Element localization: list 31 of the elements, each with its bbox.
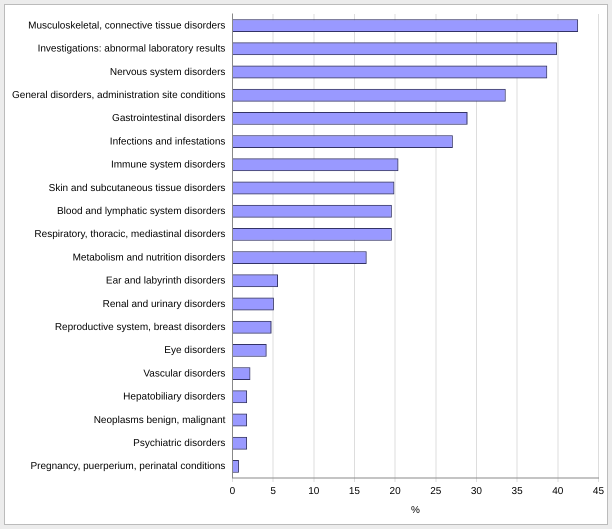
y-tick-label: Eye disorders — [164, 345, 226, 356]
x-tick-label: 25 — [430, 486, 442, 497]
y-tick-label: Musculoskeletal, connective tissue disorders — [28, 20, 226, 32]
x-tick-label: 5 — [270, 486, 276, 497]
y-tick-label: Ear and labyrinth disorders — [106, 276, 226, 287]
y-tick-label: Pregnancy, puerperium, perinatal conditions — [30, 461, 226, 472]
y-tick-label: Respiratory, thoracic, mediastinal disorders — [34, 229, 226, 240]
y-tick-label: Investigations: abnormal laboratory results — [38, 44, 226, 55]
y-tick-label: Neoplasms benign, malignant — [94, 414, 226, 426]
x-tick-label: 0 — [230, 486, 236, 497]
y-tick-label: Blood and lymphatic system disorders — [57, 206, 226, 217]
y-tick-label: Hepatobiliary disorders — [123, 392, 226, 403]
x-tick-label: 35 — [512, 486, 524, 497]
y-tick-label: Immune system disorders — [110, 160, 226, 171]
y-tick-label: Nervous system disorders — [110, 66, 226, 78]
x-axis-title: % — [410, 504, 420, 516]
x-tick-label: 30 — [470, 486, 482, 497]
y-tick-label: Vascular disorders — [143, 368, 226, 380]
y-tick-label: Psychiatric disorders — [133, 438, 226, 449]
x-tick-label: 40 — [552, 486, 564, 497]
x-tick-label: 20 — [390, 486, 402, 497]
y-tick-label: General disorders, administration site conditions — [12, 90, 226, 101]
y-tick-label: Reproductive system, breast disorders — [54, 322, 226, 333]
x-tick-label: 10 — [308, 486, 320, 497]
y-tick-label: Gastrointestinal disorders — [112, 113, 226, 124]
y-tick-label: Renal and urinary disorders — [102, 298, 226, 310]
y-tick-label: Metabolism and nutrition disorders — [72, 252, 226, 264]
y-tick-label: Infections and infestations — [110, 136, 226, 148]
y-tick-label: Skin and subcutaneous tissue disorders — [48, 182, 226, 194]
x-tick-label: 45 — [592, 486, 604, 497]
x-tick-label: 15 — [348, 486, 360, 497]
